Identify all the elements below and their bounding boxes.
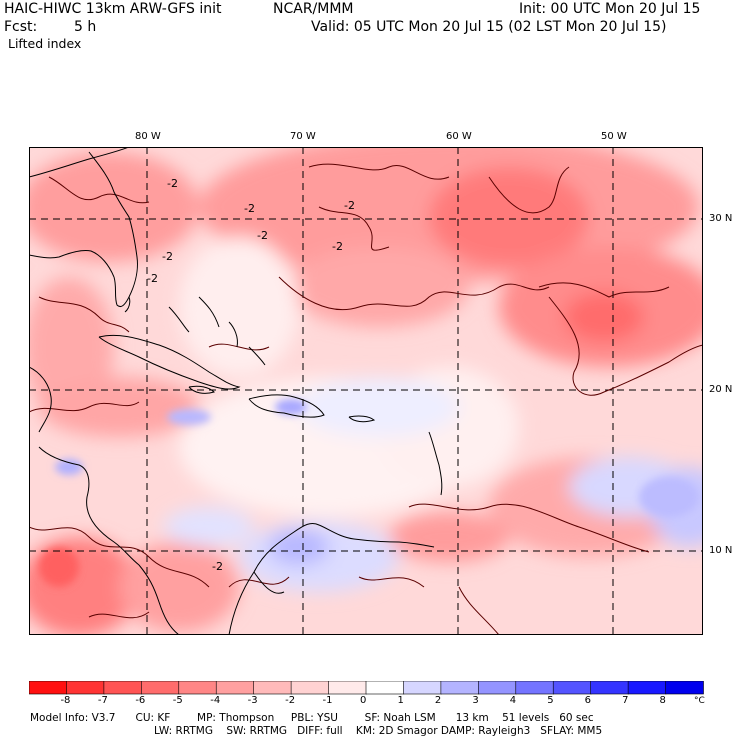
colorbar-tick-label: 8 (659, 695, 666, 706)
colorbar-cell (440, 681, 480, 695)
colorbar-cell (665, 681, 704, 695)
colorbar-unit: °C (694, 696, 705, 706)
colorbar-tick-label: 7 (622, 695, 629, 706)
coastlines (29, 147, 443, 635)
contour-label: -2 (212, 560, 223, 573)
colorbar-cell (29, 681, 68, 695)
colorbar-cell (328, 681, 367, 695)
field-highlights (39, 399, 699, 587)
valid-time: Valid: 05 UTC Mon 20 Jul 15 (02 LST Mon … (311, 19, 667, 35)
colorbar-cell (178, 681, 218, 695)
colorbar-tick-label: -2 (285, 695, 296, 706)
lon-label-80w: 80 W (135, 131, 161, 142)
colorbar-tick-label: -1 (322, 695, 333, 706)
contour-label: -2 (244, 202, 255, 215)
lat-label-30n: 30 N (709, 213, 733, 224)
model-info-line2: LW: RRTMG SW: RRTMG DIFF: full KM: 2D Sm… (154, 725, 603, 737)
colorbar-tick-label: 6 (584, 695, 592, 706)
colorbar-tick-label: 1 (397, 695, 404, 706)
colorbar-tick-label: -6 (135, 695, 146, 706)
colorbar-cell (215, 681, 255, 695)
colorbar-tick-label: 2 (434, 695, 442, 706)
lon-label-70w: 70 W (290, 131, 316, 142)
colorbar-cell (365, 681, 405, 695)
forecast-label: Fcst: (4, 19, 38, 35)
model-info-line1: Model Info: V3.7 CU: KF MP: Thompson PBL… (30, 712, 594, 724)
organization-label: NCAR/MMM (273, 1, 354, 17)
colorbar-tick-label: -7 (97, 695, 108, 706)
colorbar-cell (253, 681, 292, 695)
colorbar (29, 681, 704, 695)
model-title: HAIC-HIWC 13km ARW-GFS init (4, 1, 222, 17)
field-name: Lifted index (8, 36, 82, 51)
lon-label-60w: 60 W (446, 131, 472, 142)
colorbar-tick-label: -4 (210, 695, 221, 706)
colorbar-cell (290, 681, 330, 695)
init-time: Init: 00 UTC Mon 20 Jul 15 (519, 1, 701, 17)
colorbar-cell (403, 681, 442, 695)
colorbar-tick-label: -8 (60, 695, 71, 706)
contour-label: -2 (167, 177, 178, 190)
colorbar-tick-label: 3 (472, 695, 479, 706)
colorbar-cell (552, 681, 592, 695)
contour-label: -2 (147, 272, 158, 285)
contour-label: -2 (344, 199, 355, 212)
colorbar-cell (141, 681, 180, 695)
forecast-hours: 5 h (74, 19, 97, 35)
contour-label: -2 (257, 229, 268, 242)
colorbar-cell (627, 681, 667, 695)
contour-labels: -2 -2 -2 -2 -2 -2 -2 -2 (147, 177, 355, 573)
lifted-index-map: -2 -2 -2 -2 -2 -2 -2 -2 (29, 147, 703, 635)
lat-label-20n: 20 N (709, 384, 733, 395)
contour-label: -2 (162, 250, 173, 263)
colorbar-cell (515, 681, 555, 695)
colorbar-cell (478, 681, 517, 695)
lat-label-10n: 10 N (709, 545, 733, 556)
contour-label: -2 (332, 240, 343, 253)
map-frame (29, 147, 703, 635)
colorbar-cell (590, 681, 629, 695)
colorbar-tick-label: 0 (360, 695, 367, 706)
colorbar-tick-label: 5 (547, 695, 554, 706)
colorbar-cell (103, 681, 143, 695)
colorbar-tick-label: -3 (247, 695, 258, 706)
colorbar-tick-label: -5 (172, 695, 183, 706)
colorbar-tick-label: 4 (509, 695, 517, 706)
colorbar-cell (66, 681, 105, 695)
lon-label-50w: 50 W (601, 131, 627, 142)
contour-minus-2 (29, 163, 703, 635)
